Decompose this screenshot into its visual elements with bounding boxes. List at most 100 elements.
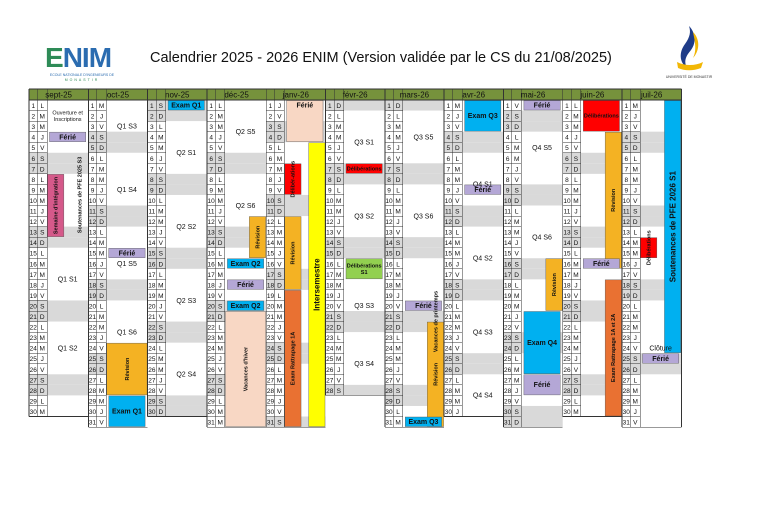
day-letter: V <box>455 124 460 131</box>
day-letter: M <box>395 272 400 279</box>
day-letter: J <box>515 314 518 321</box>
event-ferie-62 <box>642 353 679 364</box>
day-letter: L <box>396 335 400 342</box>
event-text: Férié <box>59 134 76 141</box>
day-letter: V <box>633 420 638 427</box>
day-letter: V <box>337 156 342 163</box>
day-number: 23 <box>623 335 631 342</box>
day-letter: S <box>159 177 164 184</box>
day-letter: L <box>218 325 222 332</box>
day-letter: M <box>99 398 104 405</box>
event-exam-23 <box>227 300 264 311</box>
day-letter: S <box>337 388 342 395</box>
day-letter: D <box>40 166 45 173</box>
day-letter: L <box>218 398 222 405</box>
day-letter: V <box>337 377 342 384</box>
event-block <box>345 258 383 280</box>
day-letter: S <box>574 377 579 384</box>
day-number: 23 <box>385 335 393 342</box>
day-letter: J <box>574 135 577 142</box>
event-text: Férié <box>593 261 610 268</box>
day-letter: D <box>396 251 401 258</box>
day-number: 16 <box>208 261 216 268</box>
page-title: Calendrier 2025 - 2026 ENIM (Version val… <box>150 50 612 66</box>
event-text: Q2 S3 <box>176 298 196 305</box>
day-number: 17 <box>623 272 631 279</box>
day-number: 31 <box>267 420 275 427</box>
day-letter: L <box>40 325 44 332</box>
day-number: 16 <box>267 261 275 268</box>
day-letter: S <box>218 230 223 237</box>
day-number: 27 <box>267 377 275 384</box>
day-number: 2 <box>447 114 451 121</box>
day-number: 25 <box>267 356 275 363</box>
weekend-cell <box>622 205 682 217</box>
day-letter: D <box>277 282 282 289</box>
day-number: 22 <box>30 325 38 332</box>
day-number: 2 <box>31 114 35 121</box>
day-number: 18 <box>445 282 453 289</box>
day-number: 3 <box>624 124 628 131</box>
day-letter: J <box>396 367 399 374</box>
day-letter: V <box>574 145 579 152</box>
day-letter: S <box>277 272 282 279</box>
event-text: Q1 S6 <box>117 329 137 336</box>
day-number: 11 <box>30 209 37 216</box>
day-letter: M <box>633 398 638 405</box>
day-letter: V <box>218 293 223 300</box>
weekend-cell <box>29 384 89 396</box>
event-text: Q4 S6 <box>532 234 552 241</box>
day-letter: M <box>40 124 45 131</box>
event-exam-13 <box>167 100 205 111</box>
day-number: 24 <box>445 346 453 353</box>
day-number: 5 <box>506 145 510 152</box>
day-number: 21 <box>30 314 38 321</box>
day-number: 8 <box>150 177 154 184</box>
event-block <box>249 216 266 258</box>
day-number: 11 <box>623 209 630 216</box>
weekend-cell <box>29 374 89 385</box>
weekend-cell <box>503 194 563 206</box>
day-letter: M <box>158 282 163 289</box>
day-number: 5 <box>31 145 35 152</box>
day-letter: L <box>159 198 163 205</box>
event-text: Exam Rattrapage 1A et 2A <box>611 314 617 382</box>
day-number: 19 <box>445 293 453 300</box>
day-letter: J <box>634 335 637 342</box>
day-number: 22 <box>563 325 571 332</box>
day-letter: J <box>41 356 44 363</box>
event-block <box>284 290 302 427</box>
day-number: 21 <box>208 314 216 321</box>
day-number: 15 <box>504 251 512 258</box>
day-letter: J <box>159 156 162 163</box>
day-letter: M <box>573 346 578 353</box>
day-letter: M <box>455 240 460 247</box>
logo-caption: UNIVERSITÉ DE MONASTIR <box>665 75 713 79</box>
day-number: 18 <box>89 282 97 289</box>
event-block <box>664 100 681 353</box>
day-letter: V <box>514 177 519 184</box>
event-text: Q2 S5 <box>236 129 256 136</box>
day-number: 22 <box>326 325 334 332</box>
day-number: 1 <box>269 103 273 110</box>
event-integration-2 <box>47 174 65 237</box>
weekend-cell <box>562 237 622 248</box>
day-number: 29 <box>623 398 631 405</box>
day-number: 21 <box>385 314 393 321</box>
day-number: 31 <box>208 420 216 427</box>
event-text: Q4 S5 <box>532 145 552 152</box>
day-letter: V <box>574 367 579 374</box>
day-number: 5 <box>624 145 628 152</box>
weekend-cell <box>444 289 504 301</box>
day-letter: S <box>514 187 519 194</box>
day-number: 19 <box>385 293 393 300</box>
day-number: 11 <box>208 209 215 216</box>
day-number: 28 <box>208 388 216 395</box>
event-text: Ouverture et Inscriptions <box>52 110 83 123</box>
day-number: 21 <box>563 314 571 321</box>
weekend-cell <box>206 163 267 174</box>
weekend-cell <box>29 152 89 164</box>
day-letter: L <box>218 251 222 258</box>
day-letter: M <box>217 346 222 353</box>
event-text: Intersemestre <box>312 258 321 311</box>
